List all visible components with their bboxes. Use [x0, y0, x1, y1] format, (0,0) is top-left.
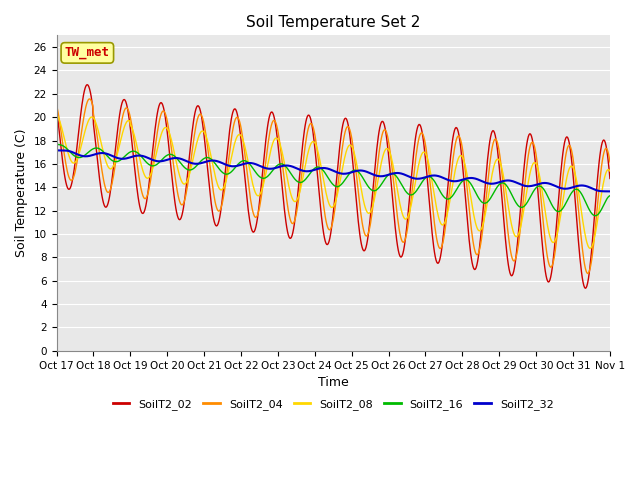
- Line: SoilT2_04: SoilT2_04: [56, 99, 610, 274]
- SoilT2_16: [205, 155, 212, 161]
- SoilT2_02: [401, 238, 409, 243]
- SoilT2_32: [176, 156, 184, 161]
- Title: Soil Temperature Set 2: Soil Temperature Set 2: [246, 15, 420, 30]
- SoilT2_04: [177, 201, 184, 206]
- SoilT2_16: [63, 145, 70, 151]
- SoilT2_16: [401, 187, 408, 192]
- SoilT2_08: [63, 144, 70, 150]
- SoilT2_02: [606, 176, 614, 181]
- SoilT2_08: [52, 111, 60, 117]
- SoilT2_16: [417, 181, 424, 187]
- Line: SoilT2_32: SoilT2_32: [56, 150, 610, 192]
- SoilT2_08: [586, 245, 594, 251]
- SoilT2_08: [417, 155, 424, 160]
- SoilT2_04: [584, 271, 591, 276]
- SoilT2_04: [86, 96, 93, 102]
- SoilT2_04: [120, 108, 128, 114]
- SoilT2_32: [120, 156, 127, 162]
- Line: SoilT2_16: SoilT2_16: [56, 144, 610, 216]
- SoilT2_04: [606, 159, 614, 165]
- SoilT2_04: [63, 165, 70, 170]
- SoilT2_02: [83, 82, 91, 87]
- SoilT2_08: [205, 144, 212, 149]
- SoilT2_02: [177, 216, 184, 222]
- SoilT2_02: [52, 106, 60, 111]
- SoilT2_08: [401, 216, 408, 221]
- SoilT2_08: [176, 173, 184, 179]
- SoilT2_32: [401, 172, 408, 178]
- SoilT2_02: [206, 187, 214, 193]
- Line: SoilT2_08: SoilT2_08: [56, 114, 610, 248]
- SoilT2_32: [417, 176, 424, 181]
- SoilT2_02: [417, 126, 425, 132]
- SoilT2_16: [591, 213, 599, 218]
- SoilT2_04: [401, 237, 409, 242]
- SoilT2_02: [120, 96, 128, 102]
- SoilT2_16: [176, 159, 184, 165]
- SoilT2_02: [582, 286, 589, 291]
- Text: TW_met: TW_met: [65, 47, 110, 60]
- SoilT2_08: [120, 127, 127, 132]
- SoilT2_04: [417, 130, 425, 136]
- Line: SoilT2_02: SoilT2_02: [56, 84, 610, 288]
- SoilT2_32: [606, 189, 614, 194]
- SoilT2_02: [63, 182, 70, 188]
- Legend: SoilT2_02, SoilT2_04, SoilT2_08, SoilT2_16, SoilT2_32: SoilT2_02, SoilT2_04, SoilT2_08, SoilT2_…: [108, 395, 558, 415]
- SoilT2_16: [52, 142, 60, 147]
- SoilT2_04: [206, 161, 214, 167]
- SoilT2_32: [205, 158, 212, 164]
- SoilT2_08: [606, 168, 614, 174]
- SoilT2_16: [606, 193, 614, 199]
- Y-axis label: Soil Temperature (C): Soil Temperature (C): [15, 129, 28, 257]
- SoilT2_16: [120, 155, 127, 160]
- SoilT2_32: [63, 148, 70, 154]
- SoilT2_32: [52, 147, 60, 153]
- SoilT2_04: [52, 102, 60, 108]
- X-axis label: Time: Time: [318, 376, 349, 389]
